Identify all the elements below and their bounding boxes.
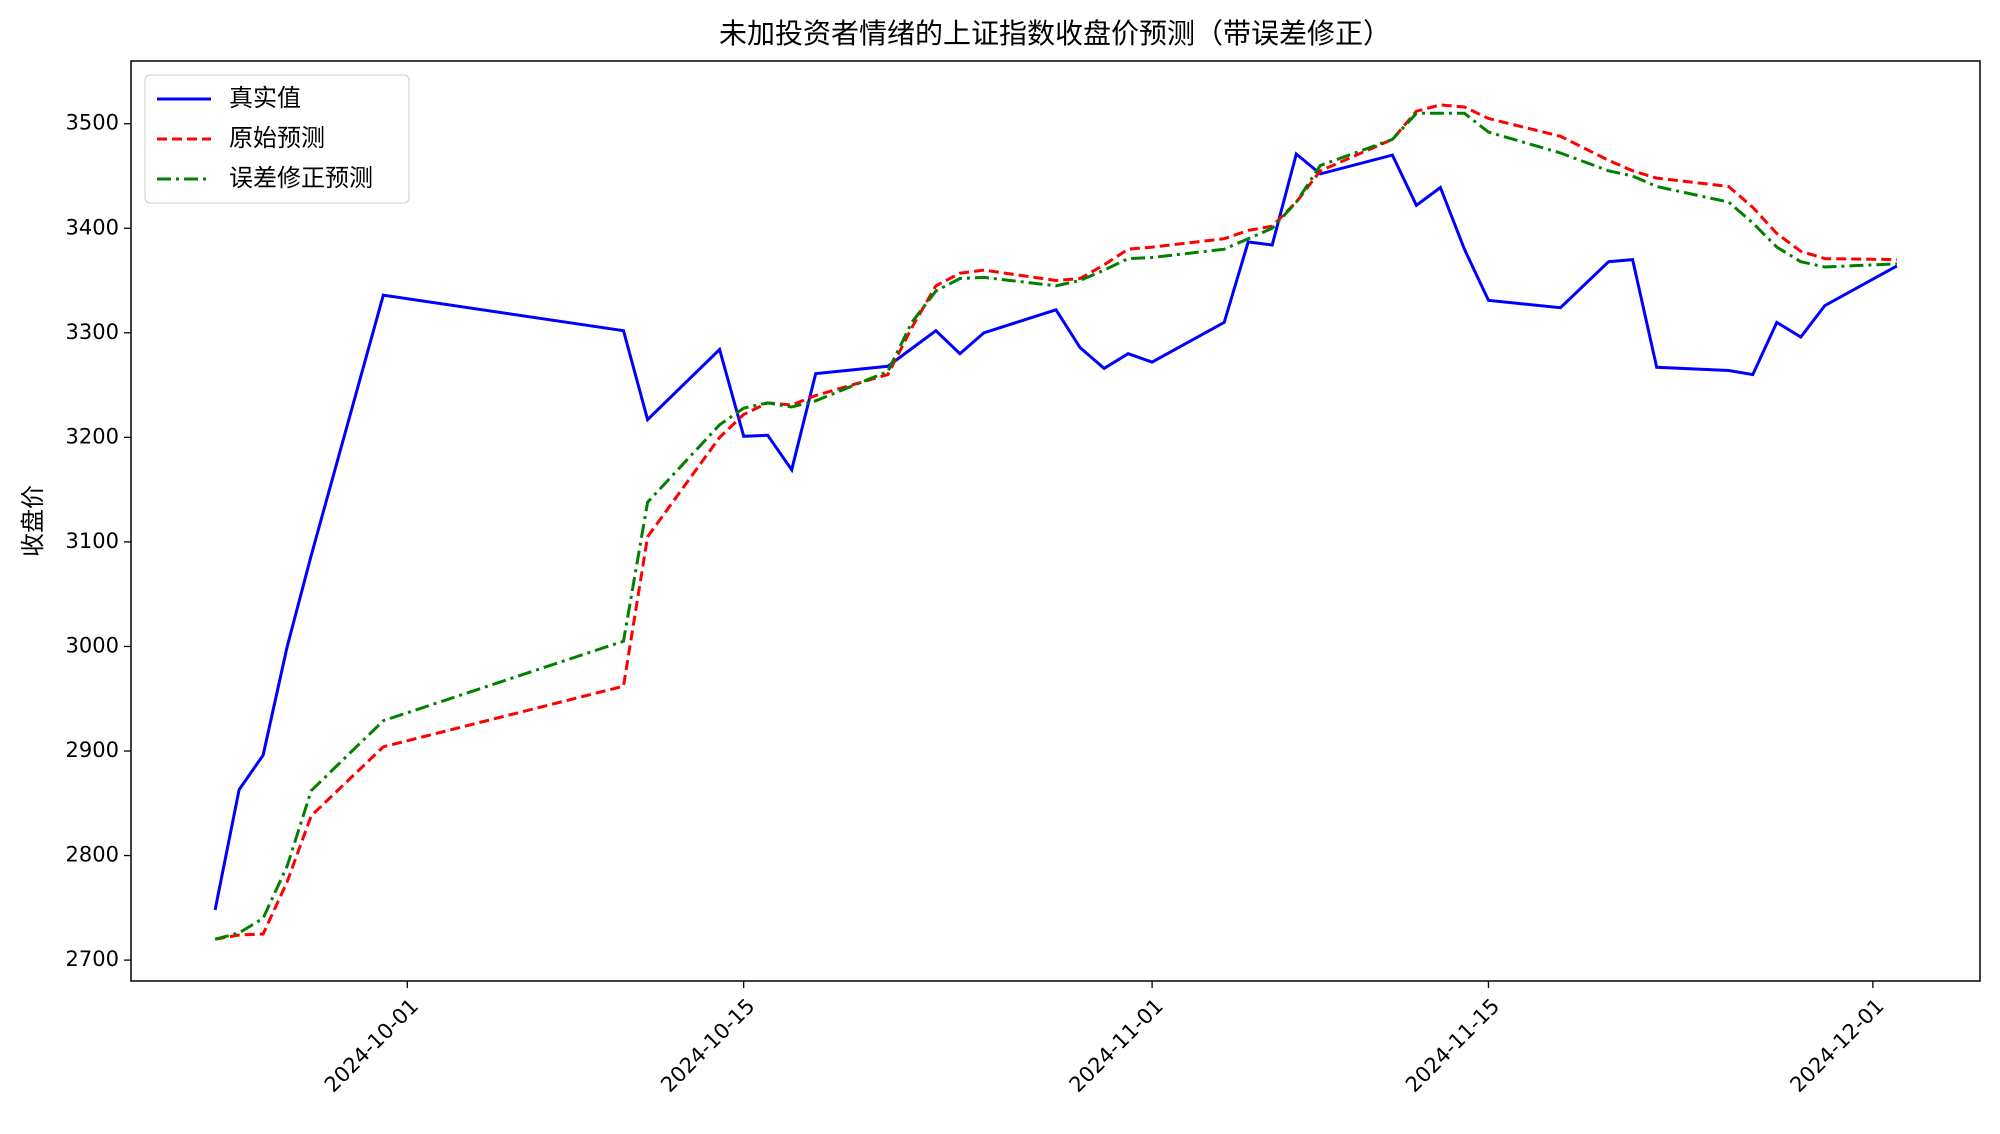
x-tick-label: 2024-10-01 (320, 994, 423, 1097)
chart-title: 未加投资者情绪的上证指数收盘价预测（带误差修正） (719, 17, 1391, 50)
data-line (214, 103, 1897, 941)
y-tick-label: 3000 (66, 633, 119, 657)
y-tick-label: 3300 (66, 320, 119, 344)
legend-label: 原始预测 (229, 124, 325, 152)
data-line (213, 151, 1898, 911)
legend-label: 真实值 (229, 84, 301, 112)
data-line (214, 111, 1897, 941)
y-tick-label: 3200 (66, 424, 119, 448)
x-tick-label: 2024-11-01 (1065, 994, 1168, 1097)
y-tick-label: 3100 (66, 529, 119, 553)
y-tick-label: 2700 (66, 947, 119, 971)
y-tick-label: 3400 (66, 215, 119, 239)
y-axis-label: 收盘价 (19, 485, 47, 557)
legend-box (144, 74, 410, 204)
plot-frame (130, 60, 1981, 982)
x-tick-label: 2024-10-15 (656, 994, 759, 1097)
y-tick-label: 3500 (66, 111, 119, 135)
y-tick-label: 2900 (66, 738, 119, 762)
x-tick-label: 2024-12-01 (1785, 994, 1888, 1097)
x-tick-label: 2024-11-15 (1401, 994, 1504, 1097)
legend-label: 误差修正预测 (229, 164, 373, 192)
y-tick-label: 2800 (66, 843, 119, 867)
